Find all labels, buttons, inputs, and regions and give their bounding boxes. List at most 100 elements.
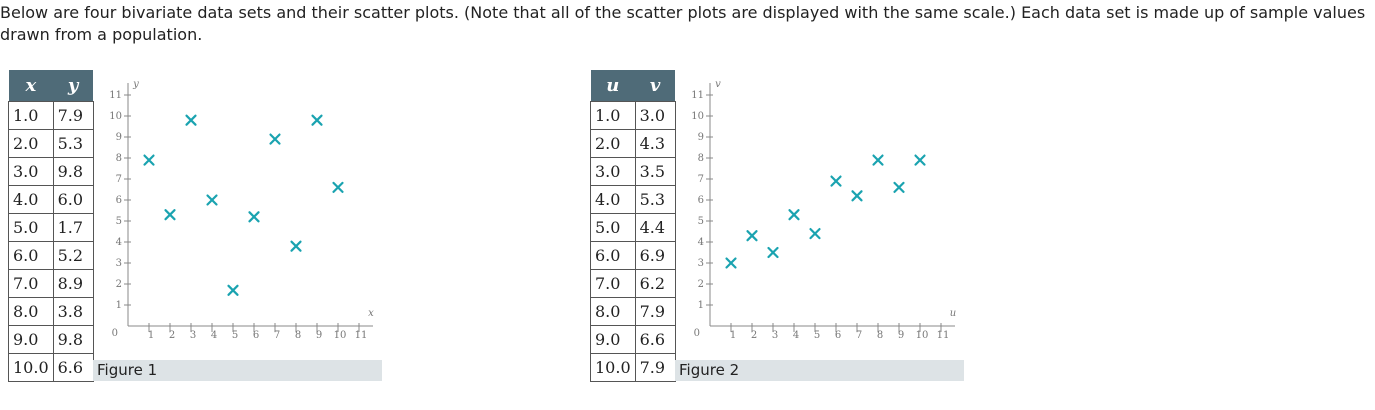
table-row: 4.0 5.3 xyxy=(590,185,676,214)
y-tick-label: 2 xyxy=(698,279,704,290)
x-axis-label: x xyxy=(368,308,374,319)
cell-x: 5.0 xyxy=(590,213,636,242)
data-point xyxy=(893,181,905,194)
y-tick-label: 5 xyxy=(698,216,704,227)
cell-x: 7.0 xyxy=(8,269,54,298)
table-row: 2.0 5.3 xyxy=(8,129,94,158)
table-row: 1.0 3.0 xyxy=(590,101,676,130)
table-row: 9.0 6.6 xyxy=(590,325,676,354)
table-row: 3.0 3.5 xyxy=(590,157,676,186)
y-axis-label: v xyxy=(715,79,721,90)
table-row: 7.0 8.9 xyxy=(8,269,94,298)
x-tick-label: 10 xyxy=(334,330,347,341)
data-point xyxy=(290,240,302,252)
x-tick-label: 1 xyxy=(148,330,154,341)
table-row: 8.0 7.9 xyxy=(590,297,676,326)
y-tick-label: 6 xyxy=(698,195,704,206)
cell-y: 3.0 xyxy=(634,101,676,130)
marker-stroke xyxy=(332,181,344,194)
cell-y: 9.8 xyxy=(52,157,94,186)
table-header-y: y xyxy=(53,70,94,102)
cell-y: 8.9 xyxy=(52,269,94,298)
data-point xyxy=(725,257,737,269)
cell-x: 5.0 xyxy=(8,213,54,242)
marker-stroke xyxy=(851,190,863,202)
cell-x: 6.0 xyxy=(590,241,636,270)
data-point xyxy=(914,154,926,166)
figure-caption-2: Figure 2 xyxy=(675,360,964,381)
y-tick-label: 4 xyxy=(116,237,122,248)
cell-y: 3.5 xyxy=(634,157,676,186)
x-tick-label: 5 xyxy=(814,330,820,341)
x-tick-label: 3 xyxy=(190,330,196,341)
y-tick-label: 8 xyxy=(698,153,704,164)
data-table-2: u v 1.0 3.0 2.0 4.3 3.0 3.5 4.0 5.3 5.0 4.4 6.0 6.9… xyxy=(590,70,676,382)
cell-x: 8.0 xyxy=(590,297,636,326)
cell-x: 1.0 xyxy=(590,101,636,130)
marker-stroke xyxy=(914,154,926,166)
cell-x: 3.0 xyxy=(590,157,636,186)
x-tick-label: 5 xyxy=(232,330,238,341)
cell-x: 3.0 xyxy=(8,157,54,186)
cell-x: 6.0 xyxy=(8,241,54,270)
y-tick-label: 8 xyxy=(116,153,122,164)
y-tick-label: 7 xyxy=(698,174,704,185)
x-tick-label: 7 xyxy=(274,330,280,341)
marker-stroke xyxy=(830,175,842,187)
intro-text: Below are four bivariate data sets and t… xyxy=(0,3,1366,44)
x-tick-label: 6 xyxy=(253,330,259,341)
table-header-v: v xyxy=(635,70,676,102)
x-tick-label: 4 xyxy=(211,330,217,341)
y-tick-label: 3 xyxy=(116,258,122,269)
data-point xyxy=(248,211,260,223)
table-row: 6.0 5.2 xyxy=(8,241,94,270)
cell-y: 6.6 xyxy=(634,325,676,354)
marker-stroke xyxy=(290,240,302,252)
table-row: 1.0 7.9 xyxy=(8,101,94,130)
cell-x: 2.0 xyxy=(8,129,54,158)
data-point xyxy=(767,246,779,259)
marker-stroke xyxy=(311,114,323,126)
y-tick-label: 6 xyxy=(116,195,122,206)
x-tick-label: 6 xyxy=(835,330,841,341)
x-tick-label: 2 xyxy=(751,330,757,341)
marker-stroke xyxy=(206,194,218,206)
cell-x: 10.0 xyxy=(590,353,636,382)
x-tick-label: 4 xyxy=(793,330,799,341)
figure-caption-1: Figure 1 xyxy=(93,360,382,381)
y-tick-label: 5 xyxy=(116,216,122,227)
y-tick-label: 10 xyxy=(691,111,704,122)
table-row: 2.0 4.3 xyxy=(590,129,676,158)
cell-y: 5.2 xyxy=(52,241,94,270)
marker-stroke xyxy=(185,114,197,126)
marker-stroke xyxy=(893,181,905,194)
marker-stroke xyxy=(227,284,239,296)
y-tick-label: 11 xyxy=(109,90,122,101)
cell-y: 6.2 xyxy=(634,269,676,298)
x-tick-label: 11 xyxy=(937,330,950,341)
data-point xyxy=(332,181,344,194)
origin-label: 0 xyxy=(694,328,700,339)
marker-stroke xyxy=(164,209,176,221)
x-tick-label: 10 xyxy=(916,330,929,341)
table-row: 7.0 6.2 xyxy=(590,269,676,298)
cell-x: 2.0 xyxy=(590,129,636,158)
y-axis-label: y xyxy=(132,79,139,90)
data-point xyxy=(164,209,176,221)
data-point xyxy=(872,154,884,166)
marker-stroke xyxy=(788,209,800,221)
data-point xyxy=(227,284,239,296)
cell-y: 5.3 xyxy=(52,129,94,158)
y-tick-label: 11 xyxy=(691,90,704,101)
marker-stroke xyxy=(248,211,260,223)
cell-x: 10.0 xyxy=(8,353,54,382)
cell-x: 4.0 xyxy=(590,185,636,214)
y-tick-label: 7 xyxy=(116,174,122,185)
cell-y: 1.7 xyxy=(52,213,94,242)
y-tick-label: 1 xyxy=(698,300,704,311)
y-tick-label: 2 xyxy=(116,279,122,290)
data-point xyxy=(185,114,197,126)
data-point xyxy=(851,190,863,202)
data-point xyxy=(311,114,323,126)
